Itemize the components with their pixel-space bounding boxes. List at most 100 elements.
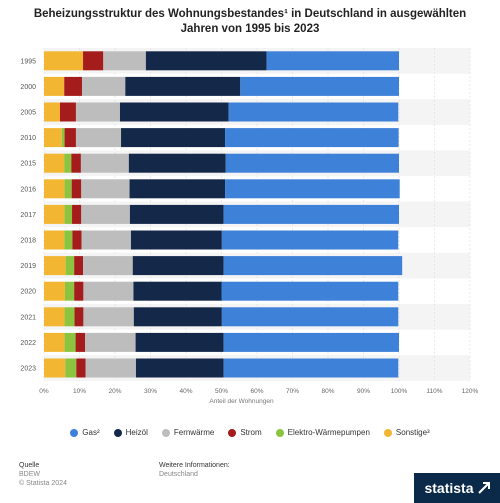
x-tick-label: 90% — [357, 388, 370, 395]
bar-segment — [103, 51, 146, 71]
statista-logo[interactable]: statista — [414, 473, 500, 503]
bar-segment — [85, 332, 136, 352]
bar-segment — [44, 230, 65, 250]
x-tick-label: 0% — [39, 388, 49, 395]
x-tick-label: 80% — [321, 388, 334, 395]
source-heading: Quelle — [19, 462, 40, 469]
bar-segment — [72, 230, 82, 250]
bar-segment — [44, 128, 62, 148]
bar-segment — [129, 179, 226, 199]
legend-swatch — [113, 428, 122, 437]
x-tick-label: 100% — [391, 388, 408, 395]
source-copyright: © Statista 2024 — [19, 480, 67, 487]
bar-segment — [44, 281, 65, 301]
info-region: Deutschland — [159, 471, 198, 478]
bar-segment — [64, 153, 72, 173]
bar-segment — [44, 256, 66, 276]
bar-segment — [44, 153, 65, 173]
bar-segment — [59, 102, 76, 122]
source-name: BDEW — [19, 471, 40, 478]
bar-segment — [61, 128, 65, 148]
legend-label: Heizöl — [125, 428, 148, 437]
bar-segment — [119, 102, 229, 122]
bar-segment — [129, 204, 224, 224]
y-tick-label: 2023 — [20, 366, 36, 373]
y-tick-label: 1995 — [20, 58, 36, 65]
bar-segment — [75, 128, 122, 148]
legend-swatch — [161, 428, 170, 437]
legend-item[interactable]: Elektro-Wärmepumpen — [275, 428, 370, 437]
statista-logo-icon — [477, 482, 490, 494]
x-tick-label: 70% — [286, 388, 299, 395]
legend-label: Fernwärme — [173, 428, 215, 437]
bar-segment — [44, 358, 66, 378]
bar-segment — [135, 332, 224, 352]
legend-item[interactable]: Heizöl — [113, 428, 148, 437]
bar-segment — [71, 179, 82, 199]
bar-segment — [76, 358, 86, 378]
bar-segment — [64, 332, 76, 352]
legend-item[interactable]: Sonstige³ — [383, 428, 430, 437]
bar-segment — [65, 358, 77, 378]
x-tick-label: 40% — [179, 388, 192, 395]
y-tick-label: 2020 — [20, 289, 36, 296]
bar-segment — [221, 281, 399, 301]
bar-segment — [228, 102, 399, 122]
y-tick-label: 2019 — [20, 263, 36, 270]
bar-segment — [64, 307, 75, 327]
bar-segment — [64, 204, 73, 224]
bar-segment — [44, 332, 65, 352]
bar-segment — [65, 256, 75, 276]
bar-segment — [223, 204, 399, 224]
bar-segment — [135, 358, 224, 378]
statista-logo-text: statista — [424, 480, 474, 496]
bar-segment — [83, 307, 134, 327]
legend-swatch — [275, 428, 284, 437]
chart-legend: Gas² Heizöl Fernwärme Strom Elektro-Wärmepum… — [0, 428, 500, 437]
legend-label: Elektro-Wärmepumpen — [287, 428, 370, 437]
bar-segment — [75, 102, 120, 122]
legend-item[interactable]: Gas² — [70, 428, 100, 437]
bar-segment — [44, 51, 84, 71]
bar-segment — [133, 307, 222, 327]
bar-segment — [225, 153, 399, 173]
bar-segment — [223, 256, 403, 276]
bar-segment — [71, 153, 81, 173]
chart-title-line-2: Jahren von 1995 bis 2023 — [180, 23, 320, 35]
bar-segment — [266, 51, 399, 71]
info-heading: Weitere Informationen: — [159, 462, 230, 469]
x-tick-label: 30% — [144, 388, 157, 395]
y-tick-label: 2022 — [20, 340, 36, 347]
x-tick-label: 120% — [462, 388, 479, 395]
bar-segment — [223, 332, 399, 352]
bar-segment — [64, 230, 73, 250]
bar-segment — [44, 204, 65, 224]
bar-segment — [75, 332, 86, 352]
bar-segment — [74, 307, 84, 327]
legend-item[interactable]: Strom — [228, 428, 262, 437]
bar-segment — [223, 358, 399, 378]
source-block: Quelle BDEW © Statista 2024 — [19, 461, 67, 488]
chart-title-line-1: Beheizungsstruktur des Wohnungsbestandes… — [33, 8, 467, 20]
bar-segment — [44, 102, 60, 122]
legend-label: Strom — [240, 428, 262, 437]
bar-segment — [240, 76, 399, 96]
bar-segment — [64, 128, 76, 148]
bar-segment — [44, 76, 65, 96]
bar-segment — [80, 153, 129, 173]
legend-item[interactable]: Fernwärme — [161, 428, 215, 437]
legend-swatch — [70, 428, 79, 437]
bar-segment — [221, 230, 399, 250]
bar-segment — [121, 128, 226, 148]
x-tick-label: 60% — [250, 388, 263, 395]
x-axis-label: Anteil der Wohnungen — [209, 398, 274, 405]
legend-label: Sonstige³ — [395, 428, 430, 437]
bar-segment — [83, 51, 104, 71]
y-tick-label: 2015 — [20, 161, 36, 168]
y-tick-label: 2018 — [20, 238, 36, 245]
x-tick-label: 10% — [73, 388, 86, 395]
bar-segment — [64, 76, 82, 96]
bar-segment — [85, 358, 136, 378]
bar-segment — [221, 307, 399, 327]
y-tick-label: 2000 — [20, 84, 36, 91]
